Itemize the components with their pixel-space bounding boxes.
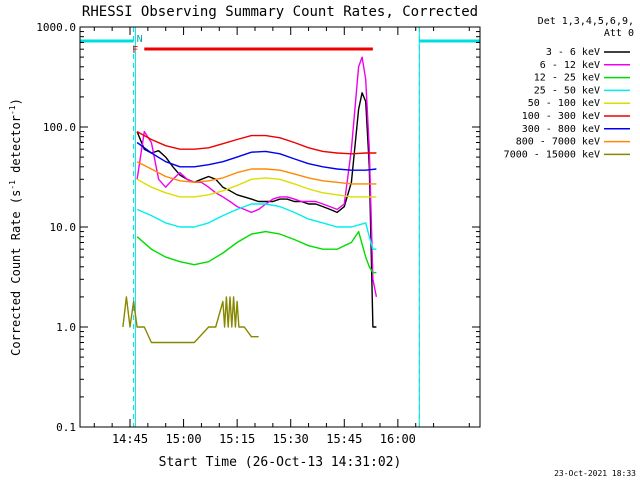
plot-area: NF — [79, 27, 480, 427]
footer-timestamp: 23-Oct-2021 18:33 — [554, 469, 636, 478]
flare-label: F — [132, 45, 138, 56]
series-line-8 — [122, 296, 259, 344]
y-tick-label-3: 1.0 — [56, 321, 76, 334]
legend-label-5: 100 - 300 keV — [522, 111, 600, 122]
legend-label-0: 3 - 6 keV — [546, 47, 600, 58]
y-axis-label: Corrected Count Rate (s-1 detector-1) — [8, 98, 23, 356]
series-line-3 — [136, 203, 377, 250]
y-tick-label-1: 100.0 — [43, 121, 76, 134]
x-tick-label-1: 15:00 — [166, 432, 202, 446]
legend: Det 1,3,4,5,6,9,Att 0 3 - 6 keV 6 - 12 keV… — [504, 16, 634, 160]
x-axis-label: Start Time (26-Oct-13 14:31:02) — [159, 455, 402, 470]
series-line-5 — [136, 130, 377, 155]
legend-label-6: 300 - 800 keV — [522, 124, 600, 135]
series-line-2 — [136, 230, 377, 274]
plot-frame — [79, 26, 481, 428]
x-tick-label-2: 15:15 — [219, 432, 255, 446]
x-axis: 14:45 15:00 15:15 15:30 15:45 16:00 — [93, 27, 470, 446]
series-line-6 — [136, 141, 377, 171]
y-tick-label-2: 10.0 — [50, 221, 77, 234]
legend-label-1: 6 - 12 keV — [540, 60, 600, 71]
x-tick-label-5: 16:00 — [380, 432, 416, 446]
series-line-7 — [136, 161, 377, 185]
y-tick-label-4: 0.1 — [56, 421, 76, 434]
chart-title: RHESSI Observing Summary Count Rates, Co… — [82, 4, 478, 20]
legend-label-2: 12 - 25 keV — [534, 73, 600, 84]
legend-label-4: 50 - 100 keV — [528, 98, 600, 109]
series-line-0 — [136, 92, 377, 328]
x-tick-label-0: 14:45 — [112, 432, 148, 446]
legend-label-7: 800 - 7000 keV — [516, 137, 600, 148]
series-line-4 — [136, 177, 377, 198]
legend-header-0: Det 1,3,4,5,6,9, — [538, 16, 634, 27]
x-tick-label-4: 15:45 — [326, 432, 362, 446]
series-line-1 — [136, 56, 378, 298]
legend-header-1: Att 0 — [604, 28, 634, 39]
legend-label-8: 7000 - 15000 keV — [504, 149, 600, 160]
y-axis: 1000.0 100.0 10.0 1.0 0.1 — [36, 21, 480, 434]
night-label: N — [137, 34, 143, 45]
y-tick-label-0: 1000.0 — [36, 21, 76, 34]
x-tick-label-3: 15:30 — [273, 432, 309, 446]
legend-label-3: 25 - 50 keV — [534, 85, 600, 96]
